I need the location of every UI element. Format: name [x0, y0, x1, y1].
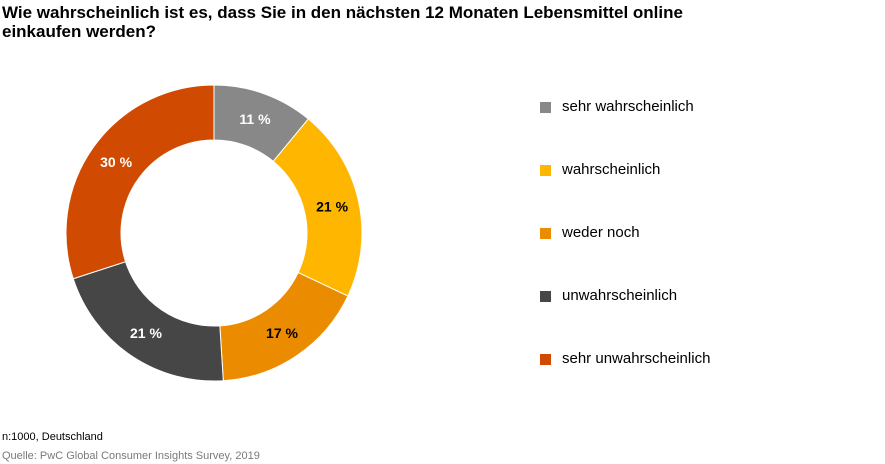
legend-item-sehr-unwahrscheinlich: sehr unwahrscheinlich	[540, 348, 710, 411]
legend-swatch	[540, 165, 551, 176]
legend-item-unwahrscheinlich: unwahrscheinlich	[540, 285, 710, 348]
chart-legend: sehr wahrscheinlich wahrscheinlich weder…	[540, 96, 710, 411]
legend-swatch	[540, 354, 551, 365]
slice-value-label: 21 %	[130, 325, 162, 341]
legend-swatch	[540, 228, 551, 239]
donut-slice-5	[65, 84, 215, 280]
legend-label: weder noch	[562, 224, 640, 241]
legend-label: sehr wahrscheinlich	[562, 98, 694, 115]
legend-item-wahrscheinlich: wahrscheinlich	[540, 159, 710, 222]
slice-value-label: 21 %	[316, 199, 348, 215]
legend-label: unwahrscheinlich	[562, 287, 678, 304]
sample-note: n:1000, Deutschland	[2, 431, 103, 443]
legend-label: wahrscheinlich	[562, 161, 661, 178]
chart-title: Wie wahrscheinlich ist es, dass Sie in d…	[2, 3, 762, 41]
chart-title-line-1: Wie wahrscheinlich ist es, dass Sie in d…	[2, 3, 683, 22]
chart-title-line-2: einkaufen werden?	[2, 22, 156, 41]
legend-swatch	[540, 291, 551, 302]
source-note: Quelle: PwC Global Consumer Insights Sur…	[2, 450, 260, 462]
slice-value-label: 30 %	[100, 154, 132, 170]
slice-value-label: 11 %	[239, 111, 271, 127]
slice-value-label: 17 %	[266, 325, 298, 341]
legend-item-sehr-wahrscheinlich: sehr wahrscheinlich	[540, 96, 710, 159]
donut-slice-4	[72, 261, 224, 382]
legend-label: sehr unwahrscheinlich	[562, 350, 711, 367]
legend-item-weder-noch: weder noch	[540, 222, 710, 285]
legend-swatch	[540, 102, 551, 113]
